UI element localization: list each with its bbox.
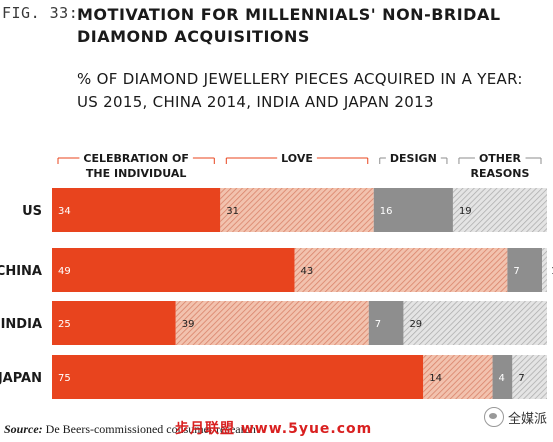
bar-segment	[175, 301, 369, 345]
legend-label-backing	[474, 151, 526, 165]
chart-title: MOTIVATION FOR MILLENNIALS' NON-BRIDAL D…	[77, 5, 501, 46]
category-label: CHINA	[0, 264, 42, 279]
source-prefix: Source:	[4, 422, 43, 436]
subtitle-line-1: % OF DIAMOND JEWELLERY PIECES ACQUIRED I…	[77, 70, 523, 88]
legend-label-backing	[79, 151, 193, 165]
data-label: 49	[58, 266, 71, 277]
bar-segment	[492, 355, 513, 399]
data-label: 25	[58, 319, 71, 330]
legend-label: CELEBRATION OF	[83, 152, 188, 165]
stacked-bar-chart: CELEBRATION OF THE INDIVIDUAL LOVE DESIGN OT…	[0, 151, 553, 399]
data-label: 14	[429, 373, 442, 384]
bar-segment	[452, 188, 547, 232]
legend-label: OTHER	[479, 152, 522, 165]
bar-segment	[423, 355, 493, 399]
source-text: De Beers-commissioned consumer research	[45, 422, 256, 436]
data-label: 16	[380, 206, 393, 217]
bar-segment	[507, 248, 543, 292]
data-label: 39	[182, 319, 195, 330]
bar-segment	[368, 301, 404, 345]
bar-segment	[52, 248, 295, 292]
bar-segment	[403, 301, 547, 345]
data-label: 7	[518, 373, 524, 384]
data-label: 4	[499, 373, 505, 384]
subtitle-line-2: US 2015, CHINA 2014, INDIA AND JAPAN 201…	[77, 93, 434, 111]
bar-segment	[52, 355, 424, 399]
wechat-logo-icon	[483, 407, 504, 427]
data-label: 29	[409, 319, 422, 330]
category-label: JAPAN	[0, 371, 42, 386]
bar-segment	[512, 355, 547, 399]
legend-label: REASONS	[471, 167, 530, 180]
bar-segment	[220, 188, 374, 232]
legend-label: DESIGN	[390, 152, 437, 165]
legend-label-backing	[277, 151, 317, 165]
data-label: 7	[375, 319, 381, 330]
category-label: US	[22, 204, 42, 219]
bar-segment	[294, 248, 508, 292]
source-note: Source: De Beers-commissioned consumer r…	[4, 422, 256, 437]
chart-subtitle: % OF DIAMOND JEWELLERY PIECES ACQUIRED I…	[77, 68, 547, 114]
data-label: 1	[551, 266, 553, 277]
category-label: INDIA	[1, 317, 42, 332]
data-label: 34	[58, 206, 71, 217]
data-label: 31	[226, 206, 239, 217]
bar-segment	[373, 188, 453, 232]
legend-label: THE INDIVIDUAL	[86, 167, 186, 180]
legend-label: LOVE	[281, 152, 313, 165]
bar-segment	[542, 248, 547, 292]
brand-mark: 全媒派	[483, 407, 547, 427]
figure-label: FIG. 33:	[2, 4, 79, 22]
legend-label-backing	[385, 151, 441, 165]
watermark-text: 步月联盟 www.5yue.com	[175, 421, 373, 437]
data-label: 75	[58, 373, 71, 384]
data-label: 43	[301, 266, 314, 277]
bar-segment	[52, 188, 221, 232]
bar-segment	[52, 301, 176, 345]
brand-name: 全媒派	[507, 411, 547, 427]
data-label: 19	[459, 206, 472, 217]
data-label: 7	[513, 266, 519, 277]
